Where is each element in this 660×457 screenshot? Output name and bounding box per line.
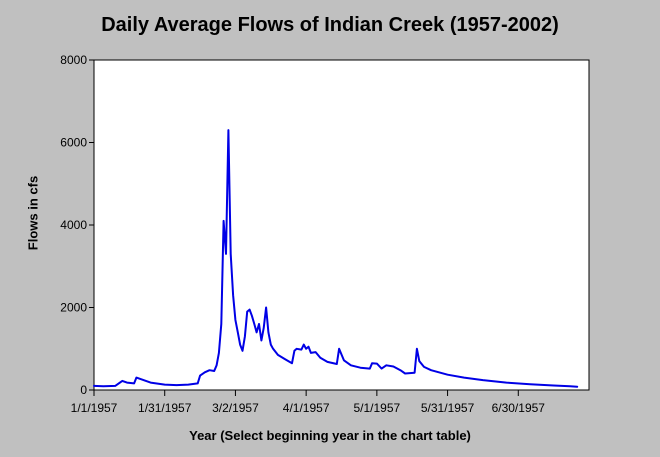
x-tick-label: 1/31/1957 — [138, 401, 192, 415]
chart-title: Daily Average Flows of Indian Creek (195… — [101, 14, 559, 36]
y-tick-label: 2000 — [60, 301, 87, 315]
y-tick-label: 4000 — [60, 218, 87, 232]
y-tick-label: 0 — [80, 383, 87, 397]
y-tick-label: 6000 — [60, 136, 87, 150]
flow-series-line — [93, 129, 579, 388]
x-tick-label: 1/1/1957 — [71, 401, 118, 415]
x-tick-label: 5/1/1957 — [353, 401, 400, 415]
x-tick-label: 4/1/1957 — [283, 401, 330, 415]
y-tick-label: 8000 — [60, 53, 87, 67]
x-axis-label: Year (Select beginning year in the chart… — [189, 428, 471, 443]
plot-area — [93, 59, 590, 391]
x-tick-label: 5/31/1957 — [421, 401, 475, 415]
x-tick-label: 3/2/1957 — [212, 401, 259, 415]
x-tick-label: 6/30/1957 — [492, 401, 546, 415]
